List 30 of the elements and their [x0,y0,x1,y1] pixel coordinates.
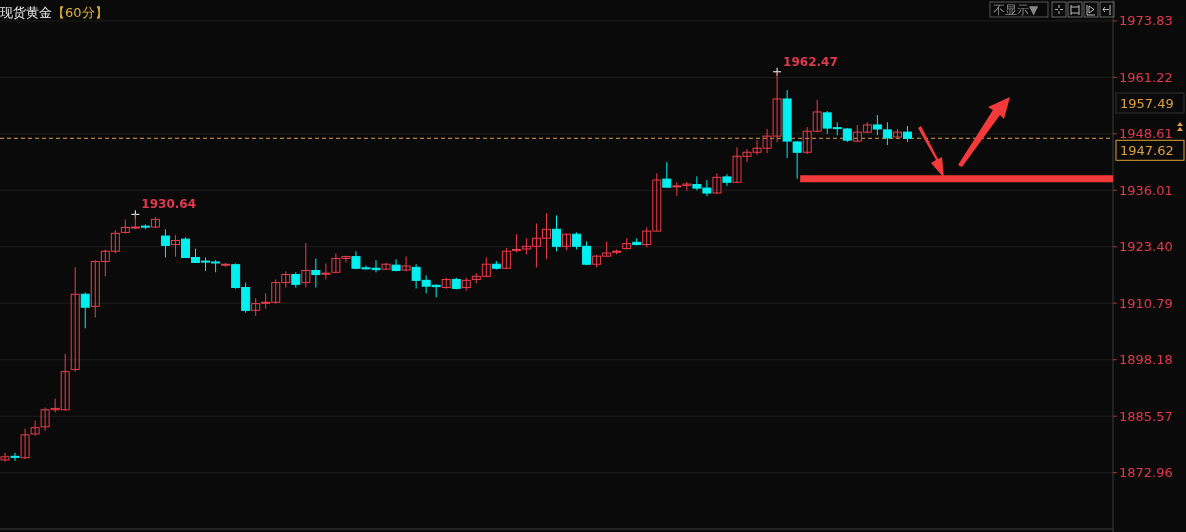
candlestick [662,161,672,188]
y-tick-label: 1936.01 [1119,182,1173,198]
candlestick [0,452,10,463]
y-tick-label: 1973.83 [1119,13,1173,29]
candlestick [501,247,511,270]
candlestick [301,242,311,289]
y-tick-label: 1948.61 [1119,126,1173,142]
candlestick [311,257,321,289]
candlestick [160,228,170,259]
y-tick-label: 1910.79 [1119,295,1173,311]
candlestick [10,452,20,462]
candlestick [70,266,80,373]
candlestick [80,291,90,329]
y-tick-label: 1898.18 [1119,352,1173,368]
candlestick [321,262,331,280]
candlestick [401,256,411,272]
legend-label: 1947.62 [1120,142,1174,158]
candlestick [170,234,180,258]
annotation: 不显示▼ [993,3,1039,17]
annotation: 1962.47 [783,54,838,69]
chart-subtitle: 【60分】 [52,5,108,20]
candlestick [381,262,391,271]
y-tick-label: 1872.96 [1119,465,1173,481]
annotation: 1930.64 [141,197,197,212]
candlestick [712,172,722,195]
candlestick [552,214,561,252]
text: 1957.49 [1120,95,1174,111]
y-tick-label: 1923.40 [1119,239,1173,255]
y-tick-label: 1885.57 [1119,408,1173,424]
y-tick-label: 1961.22 [1119,69,1173,85]
